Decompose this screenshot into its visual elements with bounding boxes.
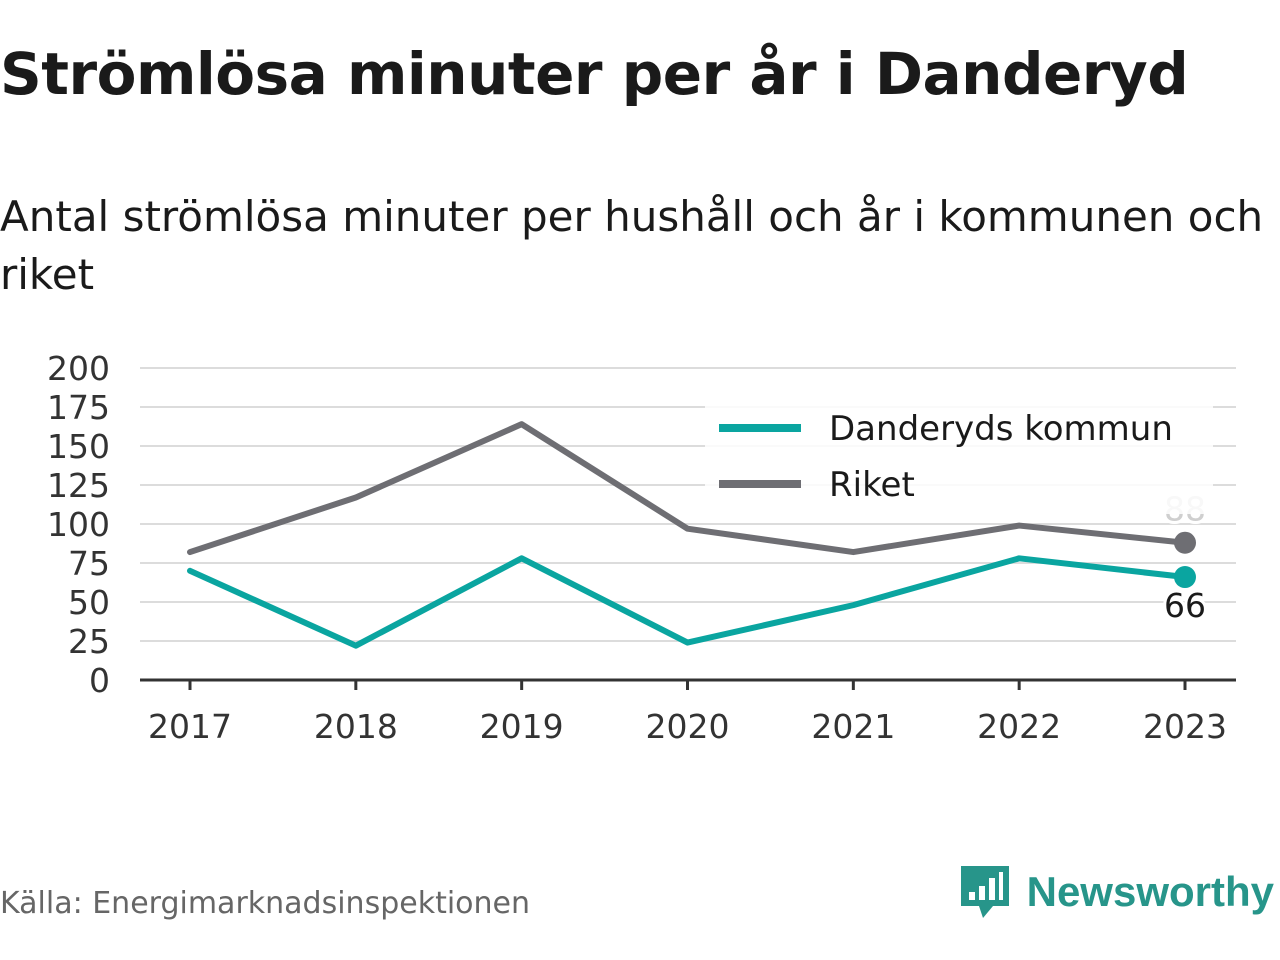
x-tick-label: 2017 [148,707,232,746]
x-tick-label: 2021 [811,707,895,746]
x-tick-label: 2023 [1143,707,1227,746]
legend-label: Danderyds kommun [829,409,1173,449]
newsworthy-logo-icon [960,866,1009,918]
x-tick-label: 2022 [977,707,1061,746]
chart-title: Strömlösa minuter per år i Danderyd [0,40,1189,108]
brand-logo: Newsworthy [959,862,1274,922]
legend: Danderyds kommun Riket [705,402,1213,514]
x-tick-label: 2019 [480,707,564,746]
y-tick-label: 100 [47,505,110,544]
chart-subtitle: Antal strömlösa minuter per hushåll och … [0,192,1264,299]
series-end-point [1174,566,1196,589]
series-end-point [1174,531,1196,554]
series-end-label: 66 [1164,586,1206,625]
x-axis-ticks: 2017 2018 2019 2020 2021 2022 2023 [148,680,1227,746]
y-tick-label: 0 [89,661,110,700]
y-tick-label: 50 [68,583,110,622]
y-tick-label: 125 [47,466,110,505]
source-note: Källa: Energimarknadsinspektionen [0,886,531,921]
y-tick-label: 25 [68,622,110,661]
series-line [187,421,1188,556]
y-tick-label: 200 [47,349,110,388]
y-tick-label: 75 [68,544,110,583]
series-line [187,555,1188,649]
x-tick-label: 2018 [314,707,398,746]
brand-name: Newsworthy [1026,868,1274,915]
x-tick-label: 2020 [646,707,730,746]
y-tick-label: 150 [47,427,110,466]
legend-label: Riket [829,465,915,505]
y-tick-label: 175 [47,388,110,427]
legend-box [705,402,1213,514]
